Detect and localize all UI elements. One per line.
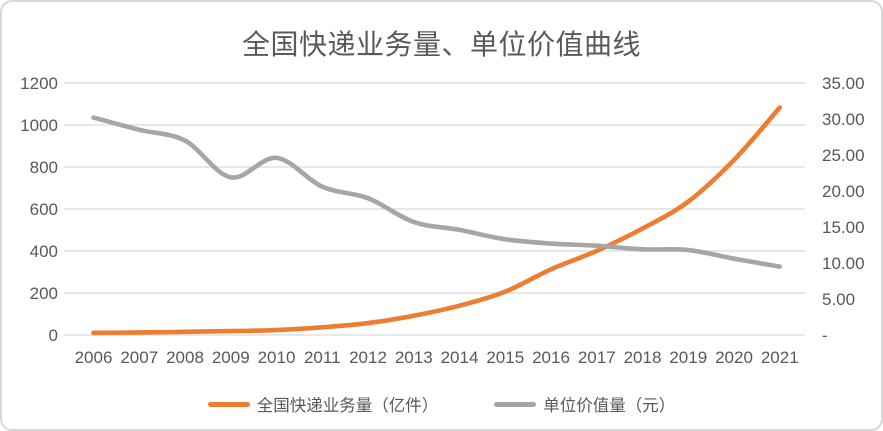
legend-item-volume: 全国快递业务量（亿件）	[207, 392, 439, 416]
y-axis-tick-label-right: 30.00	[822, 110, 865, 129]
y-axis-tick-label-left: 800	[30, 158, 58, 177]
series-line-volume	[91, 105, 783, 336]
y-axis-tick-label-right: 10.00	[822, 254, 865, 273]
y-axis-tick-label-right: 5.00	[822, 290, 855, 309]
x-axis-tick-label: 2010	[258, 348, 296, 367]
x-axis-tick-label: 2021	[761, 348, 799, 367]
x-axis-tick-label: 2008	[166, 348, 204, 367]
x-axis-tick-label: 2017	[578, 348, 616, 367]
x-axis-tick-label: 2009	[212, 348, 250, 367]
legend-label-volume: 全国快递业务量（亿件）	[256, 397, 439, 415]
x-axis-tick-label: 2012	[349, 348, 387, 367]
x-axis-tick-label: 2013	[395, 348, 433, 367]
y-axis-tick-label-right: 25.00	[822, 146, 865, 165]
x-axis-tick-label: 2011	[304, 348, 341, 367]
y-axis-tick-label-right: 35.00	[822, 74, 865, 93]
legend-swatch-volume	[207, 401, 250, 407]
series-line-unit-value	[91, 115, 783, 269]
x-axis-tick-label: 2018	[624, 348, 662, 367]
y-axis-tick-label-right: -	[822, 326, 828, 345]
x-axis-tick-label: 2014	[441, 348, 479, 367]
x-axis-tick-label: 2020	[715, 348, 753, 367]
x-axis-tick-label: 2019	[669, 348, 707, 367]
legend-item-unit-value: 单位价值量（元）	[494, 392, 675, 416]
y-axis-tick-label-left: 200	[30, 284, 58, 303]
chart-title: 全国快递业务量、单位价值曲线	[241, 29, 641, 60]
y-axis-tick-label-left: 400	[30, 242, 58, 261]
y-axis-tick-label-left: 600	[30, 200, 58, 219]
x-axis-tick-label: 2006	[75, 348, 113, 367]
legend-label-unit-value: 单位价值量（元）	[543, 397, 676, 415]
y-axis-tick-label-left: 0	[49, 326, 58, 345]
x-axis-tick-label: 2015	[486, 348, 524, 367]
y-axis-tick-label-right: 15.00	[822, 218, 865, 237]
x-axis-tick-label: 2016	[532, 348, 570, 367]
legend-swatch-unit-value	[494, 401, 537, 407]
x-axis-tick-label: 2007	[120, 348, 158, 367]
legend: 全国快递业务量（亿件） 单位价值量（元）	[2, 392, 881, 416]
y-axis-tick-label-right: 20.00	[822, 182, 865, 201]
y-axis-tick-label-left: 1000	[20, 116, 58, 135]
y-axis-tick-label-left: 1200	[20, 74, 58, 93]
